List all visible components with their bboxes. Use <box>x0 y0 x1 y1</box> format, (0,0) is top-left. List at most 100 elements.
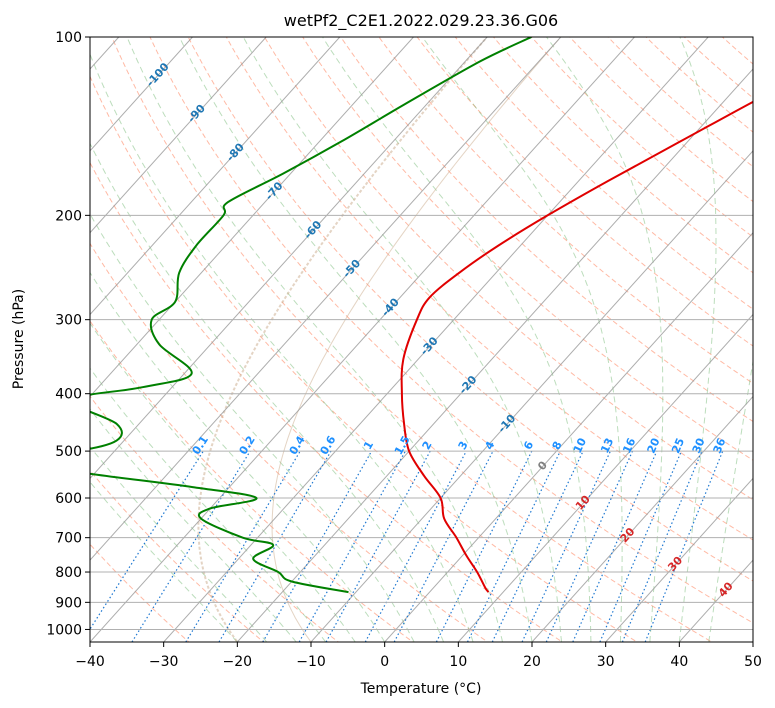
isotherm-line <box>90 37 635 642</box>
plot-frame <box>89 36 754 643</box>
x-tick-label: −40 <box>75 654 105 670</box>
dry-adiabat <box>149 37 753 624</box>
dry-adiabat <box>90 161 564 642</box>
moist-adiabat <box>90 142 445 642</box>
moist-adiabat <box>242 37 562 642</box>
moist-adiabat <box>708 358 753 642</box>
mixing-ratio-line <box>491 450 584 642</box>
chart-title: wetPf2_C2E1.2022.029.23.36.G06 <box>284 11 558 31</box>
dry-adiabat <box>302 37 753 461</box>
isotherm-line <box>90 37 341 316</box>
moist-adiabat <box>421 37 623 642</box>
isotherm-line <box>90 37 267 234</box>
mixing-ratio-line <box>185 450 301 642</box>
dry-adiabat <box>90 395 340 642</box>
dry-adiabat <box>111 37 713 642</box>
moist-adiabat <box>322 37 592 642</box>
mixing-ratio-line <box>521 450 611 642</box>
dry-adiabat <box>530 37 753 238</box>
y-tick-label: 600 <box>55 491 82 507</box>
mixing-ratio-line <box>621 450 703 642</box>
dry-adiabat <box>90 320 414 642</box>
mixing-ratio-line <box>599 450 682 642</box>
plot-background <box>90 37 753 642</box>
isotherm-line <box>90 37 488 480</box>
moist-adiabat <box>678 37 717 642</box>
isotherm-line <box>605 477 753 642</box>
mixing-ratio-label: 20 <box>645 436 663 456</box>
temperature-profile <box>400 100 753 593</box>
x-tick-label: −30 <box>149 654 179 670</box>
y-tick-label: 200 <box>55 208 82 224</box>
mixing-ratio-line <box>466 450 561 642</box>
mixing-ratio-line <box>90 450 204 631</box>
curved-reference-line <box>197 38 486 642</box>
y-tick-label: 800 <box>55 565 82 581</box>
profiles <box>90 37 753 594</box>
dry-adiabat <box>225 37 753 541</box>
y-tick-label: 100 <box>55 30 82 46</box>
mixing-ratio-line <box>572 450 658 642</box>
y-tick-label: 400 <box>55 387 82 403</box>
mixing-ratio-label: 30 <box>690 436 708 455</box>
mixing-ratio-label: 13 <box>598 436 616 455</box>
y-tick-label: 500 <box>55 444 82 460</box>
pressure-grid <box>90 37 753 630</box>
mixing-ratio-line <box>262 450 373 642</box>
dry-adiabat <box>645 37 753 133</box>
isotherm-line <box>310 150 753 642</box>
y-tick-label: 900 <box>55 595 82 611</box>
x-tick-label: 0 <box>380 654 389 670</box>
dry-adiabat <box>187 37 753 582</box>
mixing-ratio-label: 16 <box>620 436 638 456</box>
dry-adiabat <box>263 37 753 501</box>
moist-adiabat <box>90 322 356 642</box>
moist-adiabat <box>90 271 386 642</box>
y-axis: 100 200 300 400 500 600 700 800 900 1000 <box>46 30 90 638</box>
mixing-ratio-label: 25 <box>669 436 687 455</box>
moist-adiabat <box>90 481 238 642</box>
isotherm-line <box>90 37 562 561</box>
mixing-ratio-line <box>218 450 332 642</box>
dewpoint-profile <box>90 37 532 594</box>
dry-adiabat <box>416 37 753 347</box>
x-tick-label: −20 <box>223 654 253 670</box>
isotherm-line <box>384 232 753 642</box>
y-tick-label: 300 <box>55 313 82 329</box>
dry-adiabat <box>378 37 753 385</box>
x-tick-label: 30 <box>597 654 615 670</box>
moist-adiabat <box>90 52 474 642</box>
isotherm-line <box>457 313 753 642</box>
isotherm-line <box>90 37 193 152</box>
dry-adiabat <box>340 37 753 423</box>
x-tick-label: −10 <box>296 654 326 670</box>
dry-adiabat <box>492 37 753 274</box>
x-tick-label: 40 <box>670 654 688 670</box>
x-axis-title: Temperature (°C) <box>360 681 482 697</box>
dry-adiabat <box>90 543 190 642</box>
isotherm-line <box>531 395 753 642</box>
dry-adiabat <box>90 75 639 642</box>
mixing-ratio-line <box>325 450 431 642</box>
x-tick-label: 50 <box>744 654 762 670</box>
isotherm-line <box>90 37 414 398</box>
moist-adiabat <box>546 37 664 642</box>
moist-adiabat <box>90 367 327 642</box>
mixing-ratio-label: 10 <box>571 436 589 456</box>
mixing-ratio-line <box>545 450 634 642</box>
curved-reference-line <box>271 39 560 642</box>
y-axis-title: Pressure (hPa) <box>11 289 27 389</box>
x-axis: −40 −30 −20 −10 0 10 20 30 40 50 <box>75 642 762 670</box>
x-tick-label: 10 <box>449 654 467 670</box>
y-tick-label: 1000 <box>46 622 82 638</box>
background-lines <box>90 37 753 642</box>
mixing-ratio-line <box>298 450 406 642</box>
y-tick-label: 700 <box>55 531 82 547</box>
dry-adiabat <box>454 37 753 310</box>
moist-adiabat <box>126 37 503 642</box>
moist-adiabat <box>178 37 533 642</box>
isotherm-line <box>752 641 753 642</box>
x-tick-label: 20 <box>523 654 541 670</box>
mixing-ratio-line <box>131 450 251 642</box>
